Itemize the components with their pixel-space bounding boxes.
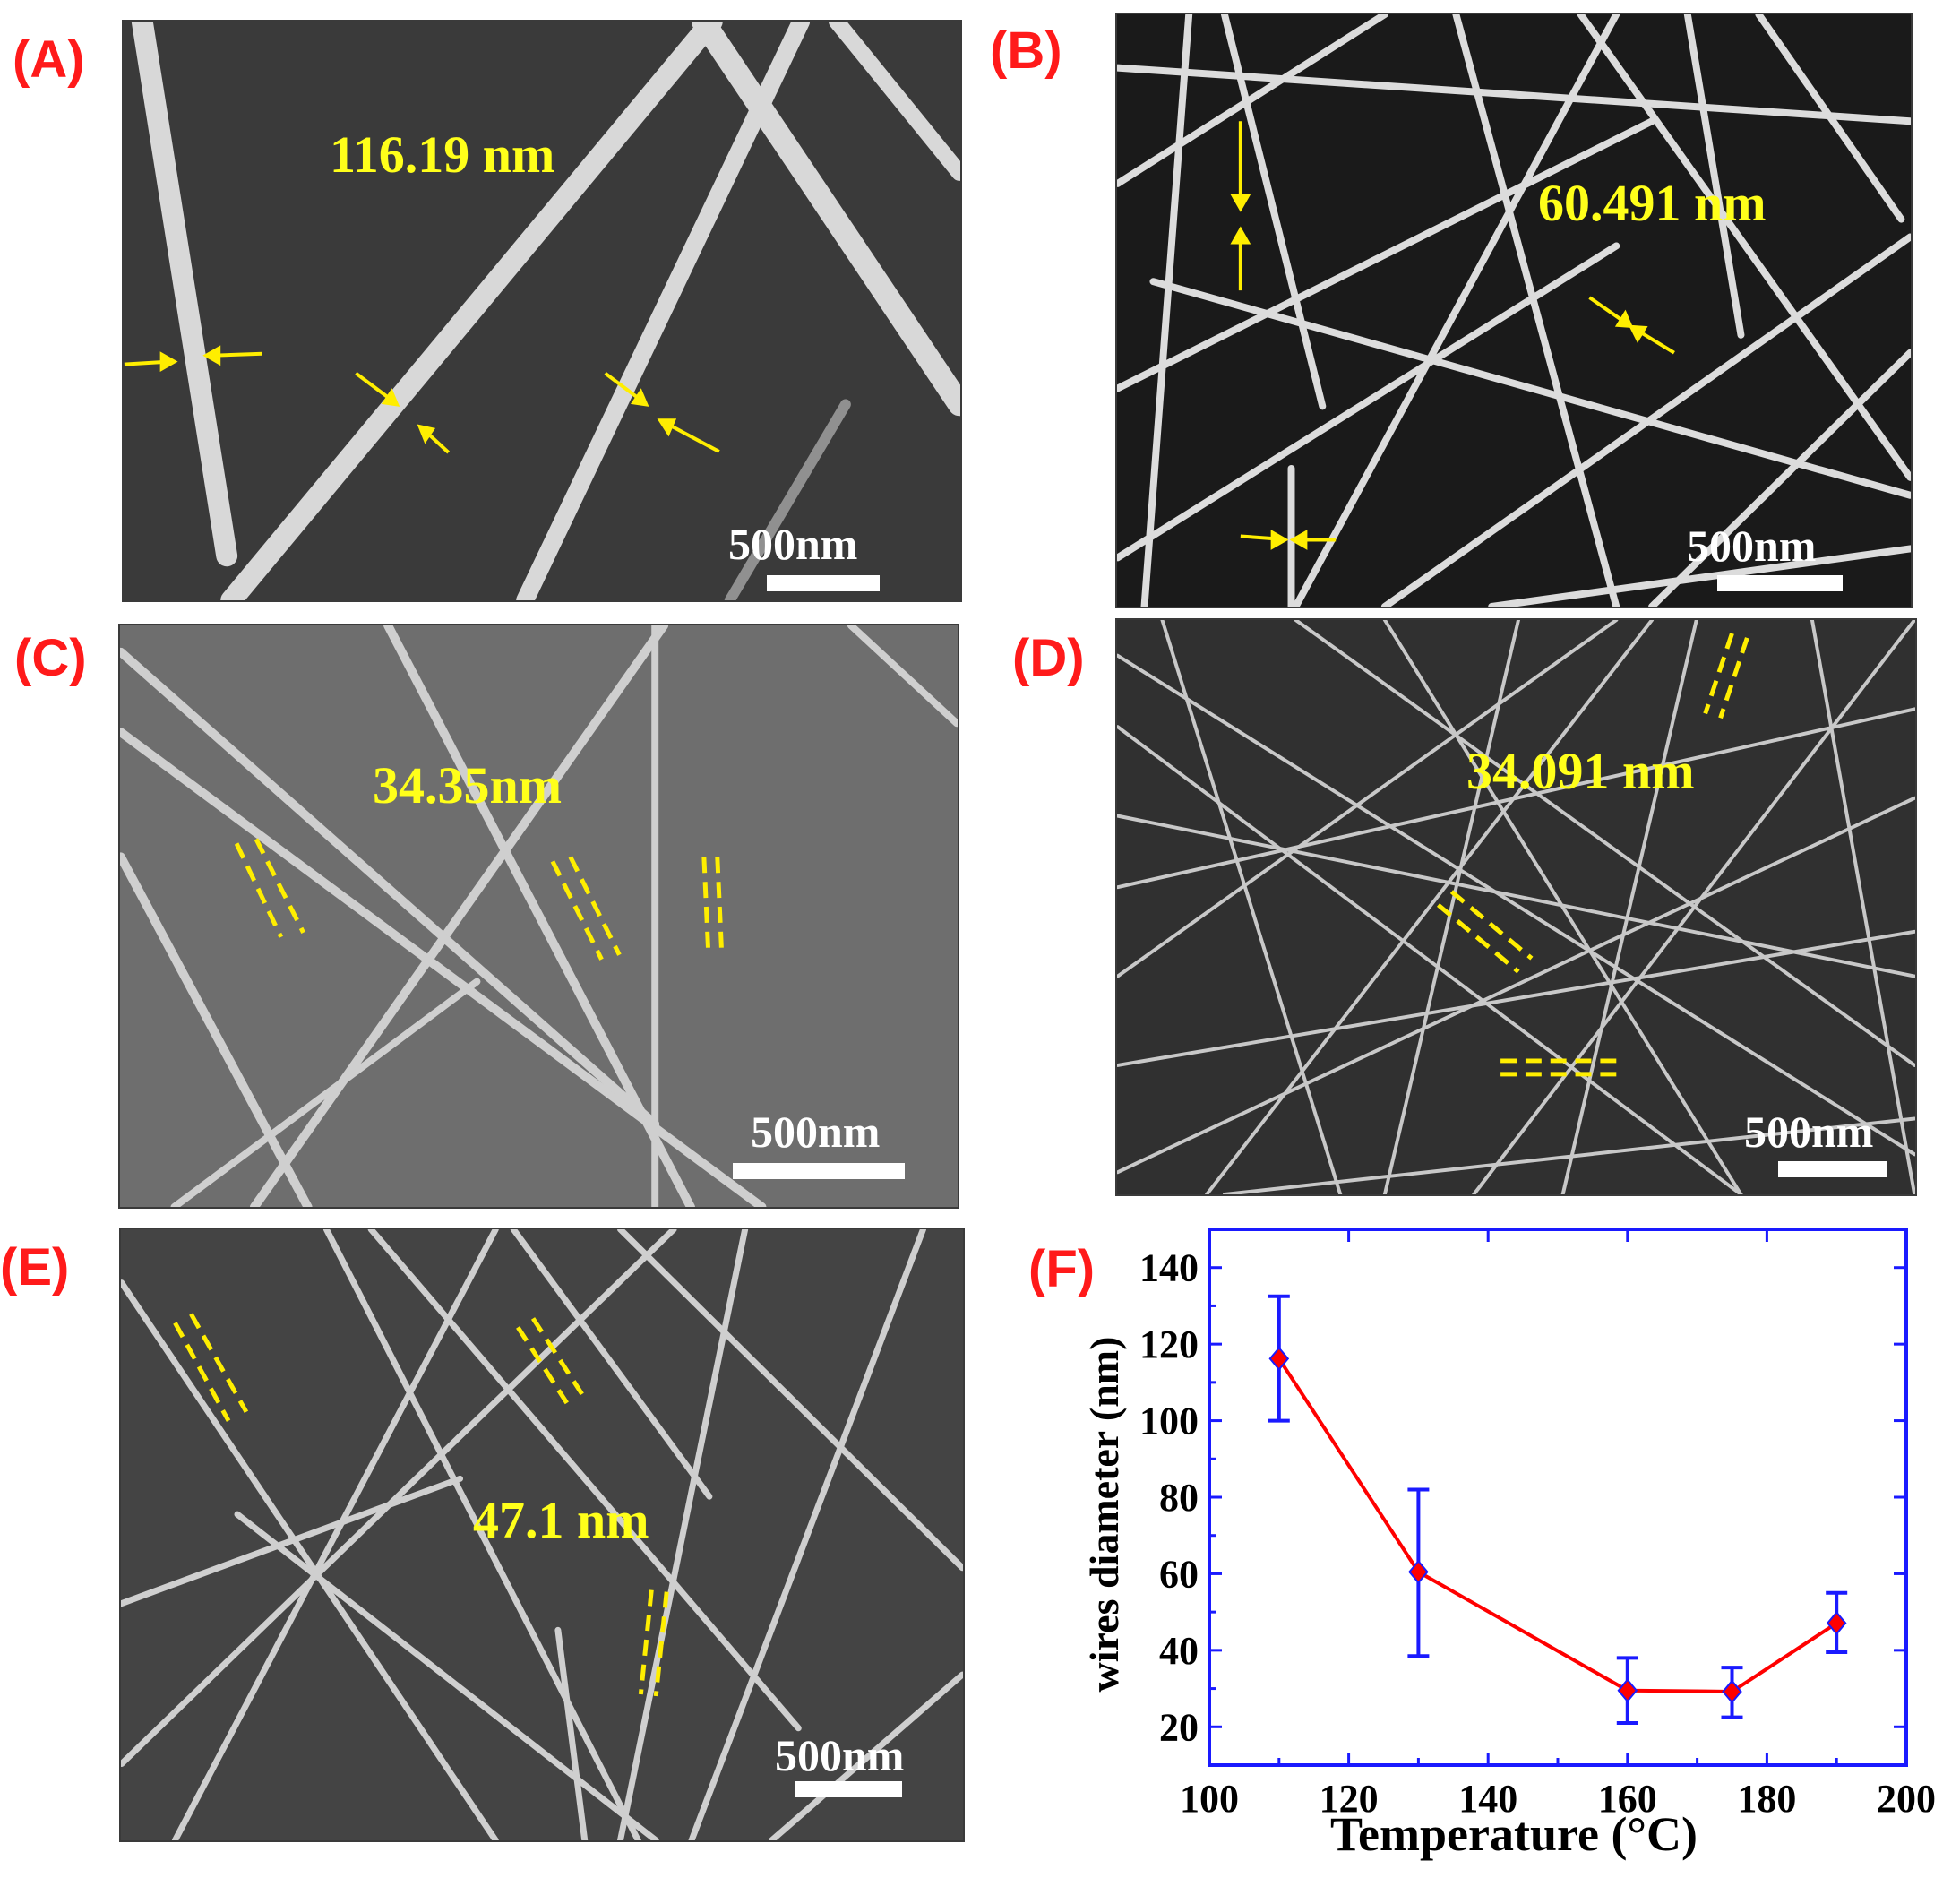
x-tick-label: 100	[1180, 1777, 1239, 1821]
scale-bar-label-d: 500nm	[1744, 1107, 1874, 1157]
sem-image-e: 47.1 nm 500nm	[119, 1228, 965, 1842]
sem-image-b: 60.491 nm 500nm	[1115, 13, 1913, 608]
plot-frame	[1208, 1228, 1908, 1767]
data-point	[1617, 1678, 1638, 1703]
diameter-label-c: 34.35nm	[373, 756, 563, 814]
sem-image-d: 34.091 nm 500nm	[1115, 618, 1917, 1196]
y-tick-label: 20	[1159, 1705, 1199, 1749]
nanowire-image-b	[1117, 14, 1911, 607]
scale-bar-label-b: 500nm	[1687, 521, 1817, 571]
series-line	[1277, 1357, 1838, 1693]
scale-bar-label-e: 500nm	[775, 1730, 905, 1780]
diameter-vs-temperature-chart: 100 120 140 160 180 200 20 40 60 80 100 120 140 Temp…	[1081, 1228, 1935, 1861]
data-point	[1722, 1679, 1742, 1704]
scale-bar-d	[1778, 1161, 1887, 1177]
y-tick-label: 40	[1159, 1629, 1199, 1673]
y-tick-label: 140	[1139, 1246, 1199, 1290]
data-point	[1826, 1610, 1847, 1636]
nanowire-image-c	[120, 625, 958, 1207]
data-point	[1408, 1559, 1429, 1584]
nanowire-image-e	[121, 1229, 963, 1840]
y-tick-label: 100	[1139, 1400, 1199, 1443]
diameter-label-e: 47.1 nm	[473, 1491, 649, 1549]
diameter-label-d: 34.091 nm	[1466, 742, 1695, 800]
scale-bar-label-c: 500nm	[751, 1107, 881, 1157]
nanowire-image-a	[124, 22, 960, 600]
scale-bar-e	[795, 1781, 902, 1797]
scale-bar-label-a: 500nm	[728, 519, 858, 569]
x-tick-label: 120	[1320, 1777, 1379, 1821]
y-tick-label: 120	[1139, 1322, 1199, 1366]
panel-label-e: (E)	[0, 1238, 70, 1297]
chart-series	[1268, 1294, 1848, 1726]
panel-label-a: (A)	[13, 30, 85, 89]
y-tick-label: 60	[1159, 1552, 1199, 1596]
x-tick-label: 160	[1598, 1777, 1657, 1821]
x-axis-label: Temperature (°C)	[1330, 1807, 1698, 1861]
panel-label-d: (D)	[1012, 629, 1085, 687]
x-tick-label: 200	[1877, 1777, 1935, 1821]
data-point	[1268, 1346, 1290, 1371]
y-axis-label: wires diameter (nm)	[1081, 1337, 1127, 1693]
diameter-label-b: 60.491 nm	[1538, 174, 1767, 232]
panel-label-f: (F)	[1028, 1240, 1096, 1298]
sem-image-a: 116.19 nm 500nm	[122, 20, 962, 602]
chart-axes: 100 120 140 160 180 200 20 40 60 80 100 120 140	[1139, 1228, 1935, 1821]
scale-bar-c	[733, 1163, 905, 1179]
x-tick-label: 140	[1458, 1777, 1517, 1821]
nanowire-image-d	[1117, 620, 1915, 1194]
scale-bar-a	[767, 575, 880, 591]
diameter-label-a: 116.19 nm	[330, 125, 555, 184]
panel-label-c: (C)	[14, 629, 87, 687]
scale-bar-b	[1717, 575, 1843, 591]
sem-image-c: 34.35nm 500nm	[118, 624, 959, 1209]
panel-label-b: (B)	[990, 22, 1062, 80]
y-tick-label: 80	[1159, 1476, 1199, 1520]
x-tick-label: 180	[1737, 1777, 1796, 1821]
